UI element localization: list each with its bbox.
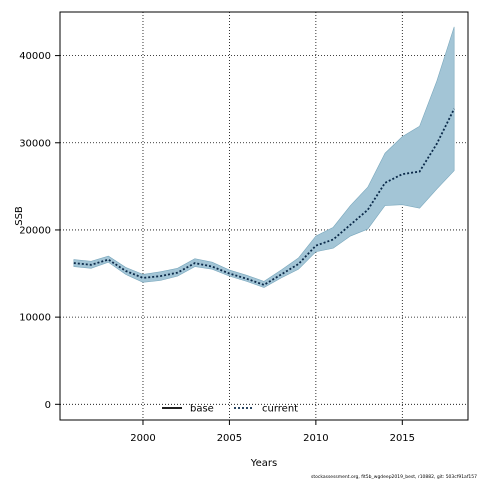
y-tick-label: 10000: [19, 313, 51, 324]
x-tick-label: 2000: [130, 433, 155, 444]
confidence-band-layer: [73, 26, 455, 288]
confidence-band: [73, 26, 455, 288]
legend-label-current: current: [262, 404, 298, 415]
x-axis: 2000 2005 2010 2015: [130, 420, 415, 444]
x-axis-label: Years: [250, 458, 277, 469]
y-tick-label: 30000: [19, 138, 51, 149]
footnote: stockassessment.org, fit5b_wgdeep2019_be…: [311, 474, 477, 480]
series-line-current: [73, 108, 455, 286]
x-tick-label: 2005: [217, 433, 242, 444]
legend: base current: [162, 404, 298, 415]
y-axis: 0 10000 20000 30000 40000: [19, 51, 60, 411]
legend-label-base: base: [190, 404, 214, 415]
y-tick-label: 20000: [19, 225, 51, 236]
y-axis-label: SSB: [14, 206, 25, 226]
x-tick-label: 2015: [390, 433, 415, 444]
series-layer: [73, 108, 455, 286]
plot-frame: [59, 11, 469, 421]
grid-lines: [60, 12, 468, 420]
y-tick-label: 40000: [19, 51, 51, 62]
x-tick-label: 2010: [303, 433, 328, 444]
y-tick-label: 0: [45, 400, 51, 411]
